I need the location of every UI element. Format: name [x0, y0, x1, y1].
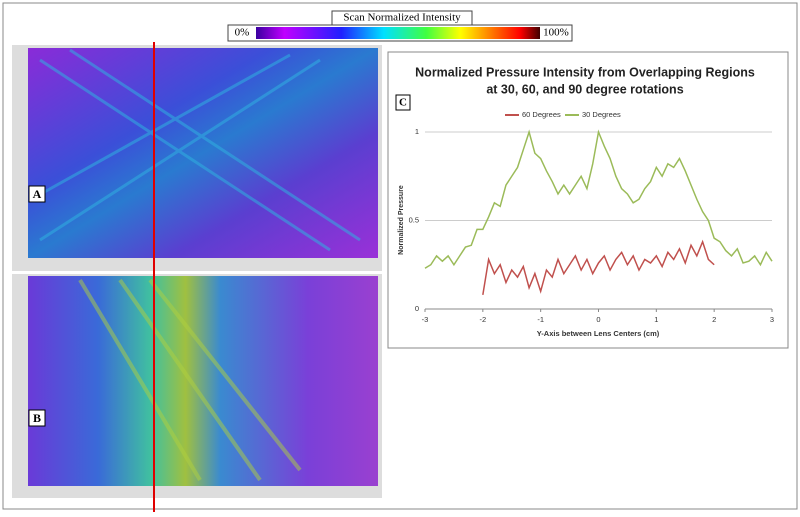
- x-axis-label: Y-Axis between Lens Centers (cm): [537, 329, 660, 338]
- x-tick-label: -3: [422, 315, 429, 324]
- heatmap-b: [28, 276, 378, 486]
- legend-label: 60 Degrees: [522, 110, 561, 119]
- x-tick-label: -2: [479, 315, 486, 324]
- panel-label-box: [395, 94, 411, 111]
- line-series: [424, 129, 773, 269]
- line-series: [482, 239, 715, 295]
- heatmap-a-streaks: [29, 48, 361, 252]
- y-tick-label: 0.5: [409, 215, 419, 224]
- panel-label: C: [399, 97, 407, 109]
- colorbar-min: 0%: [235, 27, 250, 39]
- chart-title: Normalized Pressure Intensity from Overl…: [415, 65, 755, 79]
- panel-label-box: [28, 409, 46, 427]
- panel-label: B: [33, 411, 41, 425]
- panel-label: A: [33, 187, 42, 201]
- panel-label-box: [28, 185, 46, 203]
- x-tick-label: -1: [537, 315, 544, 324]
- y-axis-label: Normalized Pressure: [398, 185, 405, 255]
- x-tick-label: 0: [596, 315, 600, 324]
- heatmap-b-streaks: [78, 278, 302, 482]
- colorbar: [256, 27, 540, 39]
- heatmap-a: [28, 48, 378, 258]
- y-tick-label: 1: [415, 127, 419, 136]
- legend-label: 30 Degrees: [582, 110, 621, 119]
- figure-border: [2, 2, 798, 510]
- x-tick-label: 3: [770, 315, 774, 324]
- x-tick-label: 2: [712, 315, 716, 324]
- chart-title: at 30, 60, and 90 degree rotations: [486, 82, 683, 96]
- x-tick-label: 1: [654, 315, 658, 324]
- y-tick-label: 0: [415, 304, 419, 313]
- colorbar-max: 100%: [543, 27, 569, 39]
- chart-frame: [387, 51, 789, 349]
- colorbar-title: Scan Normalized Intensity: [343, 12, 461, 24]
